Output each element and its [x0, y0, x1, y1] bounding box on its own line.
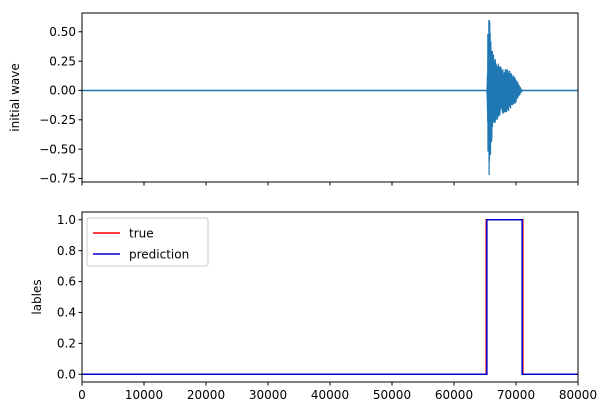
y-tick-label: −0.25 [39, 113, 76, 127]
top-x-ticks [81, 182, 579, 186]
x-tick-label: 80000 [559, 388, 597, 402]
bottom-y-axis-label: lables [30, 279, 44, 314]
series-line-prediction [82, 218, 578, 376]
x-tick-label: 30000 [249, 388, 287, 402]
top-axes-frame [81, 12, 579, 183]
legend: true prediction [86, 217, 209, 267]
top-y-axis-label: initial wave [8, 63, 22, 131]
y-tick-label: 0.6 [57, 275, 76, 289]
x-tick-label: 10000 [125, 388, 163, 402]
y-tick-label: 0.8 [57, 244, 76, 258]
y-tick-label: 0.4 [57, 306, 76, 320]
x-tick-label: 50000 [373, 388, 411, 402]
bottom-axes-frame [81, 211, 579, 383]
bottom-x-ticks: 0 10000 20000 30000 40000 50000 60000 70000 8000… [78, 382, 597, 402]
bottom-plot-area [82, 218, 578, 376]
x-tick-label: 70000 [497, 388, 535, 402]
x-tick-label: 20000 [187, 388, 225, 402]
top-plot-area [82, 20, 578, 175]
y-tick-label: 0.25 [49, 54, 76, 68]
bottom-panel: 0 10000 20000 30000 40000 50000 60000 70000 8000… [30, 211, 597, 402]
legend-label-true: true [129, 227, 154, 241]
y-tick-label: 0.0 [57, 367, 76, 381]
x-tick-label: 40000 [311, 388, 349, 402]
y-tick-label: 0.50 [49, 25, 76, 39]
top-y-ticks: −0.75 −0.50 −0.25 0.00 0.25 0.50 [39, 25, 82, 186]
wave-burst [486, 20, 523, 175]
legend-label-prediction: prediction [129, 248, 189, 262]
x-tick-label: 60000 [435, 388, 473, 402]
y-tick-label: 1.0 [57, 213, 76, 227]
top-panel: −0.75 −0.50 −0.25 0.00 0.25 0.50 initial wave [8, 12, 579, 186]
y-tick-label: −0.50 [39, 142, 76, 156]
x-tick-label: 0 [78, 388, 86, 402]
bottom-y-ticks: 0.0 0.2 0.4 0.6 0.8 1.0 [57, 213, 82, 381]
y-tick-label: 0.00 [49, 84, 76, 98]
y-tick-label: 0.2 [57, 337, 76, 351]
y-tick-label: −0.75 [39, 172, 76, 186]
